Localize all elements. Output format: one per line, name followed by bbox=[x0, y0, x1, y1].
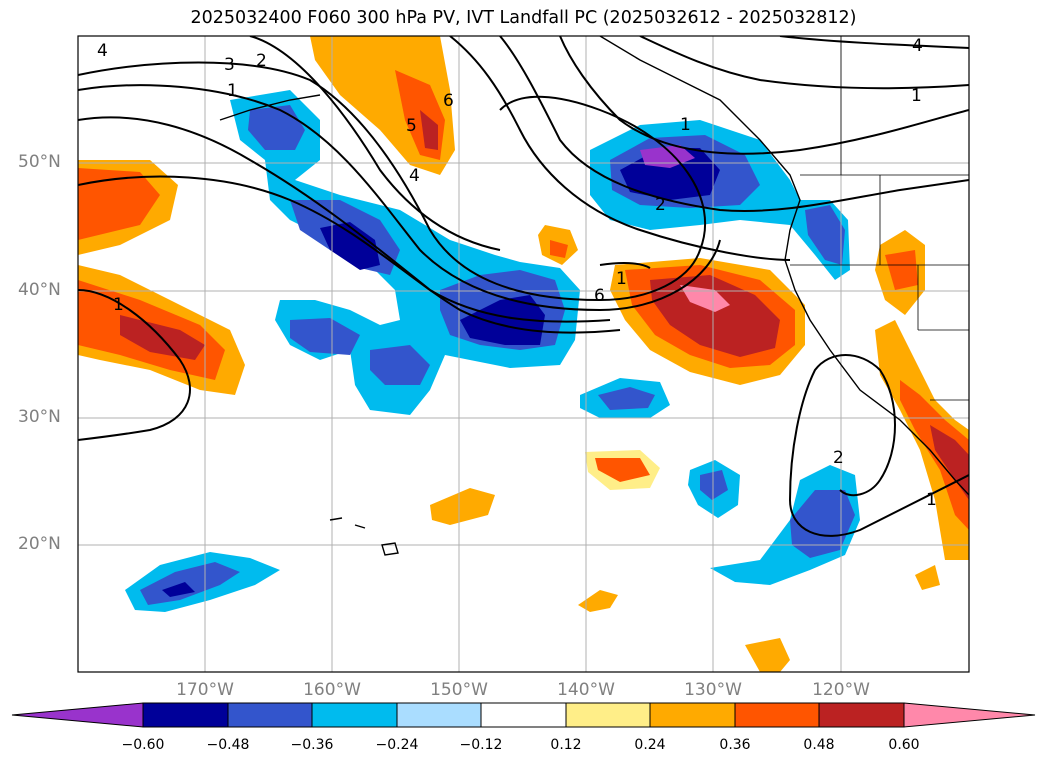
map-frame bbox=[77, 35, 970, 673]
colorbar-cell bbox=[649, 702, 736, 728]
colorbar-tick-label: 0.24 bbox=[634, 737, 666, 753]
pv-label: 2 bbox=[655, 195, 666, 215]
lon-label: 170°W bbox=[176, 680, 234, 700]
colorbar-cell bbox=[396, 702, 482, 728]
ivt-positive-small-4 bbox=[578, 590, 618, 612]
colorbar-tick-label: −0.36 bbox=[290, 737, 334, 753]
pv-label: 2 bbox=[256, 51, 267, 71]
pv-label: 3 bbox=[224, 55, 235, 75]
colorbar-tick-label: 0.60 bbox=[888, 737, 920, 753]
colorbar-cell bbox=[142, 702, 229, 728]
colorbar-tick-label: 0.48 bbox=[803, 737, 835, 753]
lon-label: 130°W bbox=[684, 680, 742, 700]
pv-label: 1 bbox=[680, 115, 691, 135]
state-borders bbox=[790, 36, 969, 401]
colorbar bbox=[11, 702, 1036, 728]
pv-label: 4 bbox=[409, 166, 420, 186]
lat-label: 20°N bbox=[18, 534, 61, 554]
pv-label: 4 bbox=[97, 41, 108, 61]
lat-label: 50°N bbox=[18, 152, 61, 172]
pv-contour-labels: 4 3 2 1 6 5 4 2 1 6 1 1 4 1 2 1 bbox=[97, 36, 937, 510]
ivt-positive-small-5 bbox=[745, 638, 790, 672]
colorbar-tick-label: −0.48 bbox=[206, 737, 250, 753]
pv-label: 1 bbox=[227, 81, 238, 101]
colorbar-cell bbox=[818, 702, 905, 728]
lon-label: 160°W bbox=[303, 680, 361, 700]
pv-label: 6 bbox=[594, 286, 605, 306]
pv-label: 5 bbox=[406, 116, 417, 136]
colorbar-tick-label: 0.36 bbox=[719, 737, 751, 753]
colorbar-cell bbox=[227, 702, 313, 728]
pv-label: 1 bbox=[926, 490, 937, 510]
lat-label: 40°N bbox=[18, 280, 61, 300]
lon-label: 120°W bbox=[812, 680, 870, 700]
pv-label: 1 bbox=[616, 269, 627, 289]
pv-label: 4 bbox=[912, 36, 923, 56]
pv-label: 1 bbox=[113, 295, 124, 315]
ivt-positive-small-3 bbox=[430, 488, 495, 525]
colorbar-tick-label: −0.12 bbox=[459, 737, 503, 753]
colorbar-cell bbox=[480, 702, 567, 728]
lon-label: 140°W bbox=[557, 680, 615, 700]
colorbar-extend-low bbox=[11, 702, 144, 728]
colorbar-extend-high bbox=[903, 702, 1036, 728]
colorbar-cell bbox=[565, 702, 651, 728]
colorbar-cell bbox=[734, 702, 820, 728]
pv-contours bbox=[78, 36, 969, 537]
colorbar-tick-label: −0.24 bbox=[375, 737, 419, 753]
colorbar-tick-label: −0.60 bbox=[121, 737, 165, 753]
pv-label: 2 bbox=[833, 448, 844, 468]
figure-title: 2025032400 F060 300 hPa PV, IVT Landfall… bbox=[190, 8, 857, 28]
lon-label: 150°W bbox=[430, 680, 488, 700]
colorbar-cell bbox=[311, 702, 398, 728]
colorbar-tick-label: 0.12 bbox=[550, 737, 582, 753]
pv-label: 1 bbox=[911, 86, 922, 106]
lat-label: 30°N bbox=[18, 407, 61, 427]
pv-label: 6 bbox=[443, 91, 454, 111]
